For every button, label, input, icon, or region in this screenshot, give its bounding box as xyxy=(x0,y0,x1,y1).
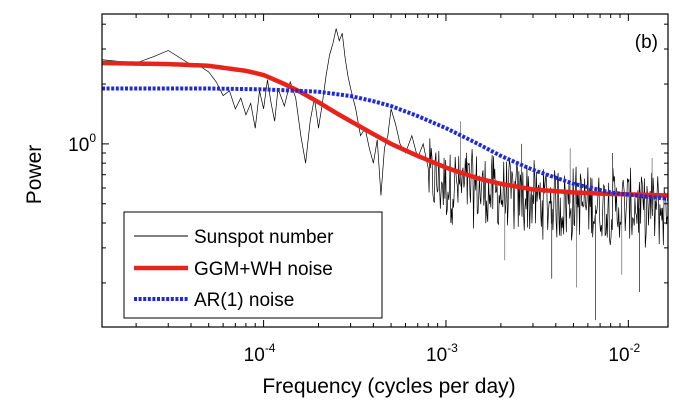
y-axis-label: Power xyxy=(23,145,46,205)
legend-entry-ggm-wh-noise: GGM+WH noise xyxy=(194,259,333,280)
legend-entry-ar1-noise: AR(1) noise xyxy=(194,290,294,311)
series-line-ggm-wh-noise xyxy=(102,60,668,198)
x-tick-label: 10-3 xyxy=(426,341,458,366)
x-axis-label: Frequency (cycles per day) xyxy=(262,375,515,398)
panel-label: (b) xyxy=(635,32,658,53)
x-axis-ticks: 10-4 10-3 10-2 xyxy=(135,14,641,366)
series-line-ar1-noise xyxy=(102,86,668,201)
y-tick-label: 100 xyxy=(68,131,96,156)
legend-entry-sunspot-number: Sunspot number xyxy=(194,227,334,248)
x-tick-label: 10-4 xyxy=(244,341,276,366)
x-tick-label: 10-2 xyxy=(608,341,640,366)
legend: Sunspot number GGM+WH noise AR(1) noise xyxy=(123,211,383,319)
y-axis-ticks: 100 xyxy=(68,23,668,284)
plot-frame xyxy=(101,13,669,328)
